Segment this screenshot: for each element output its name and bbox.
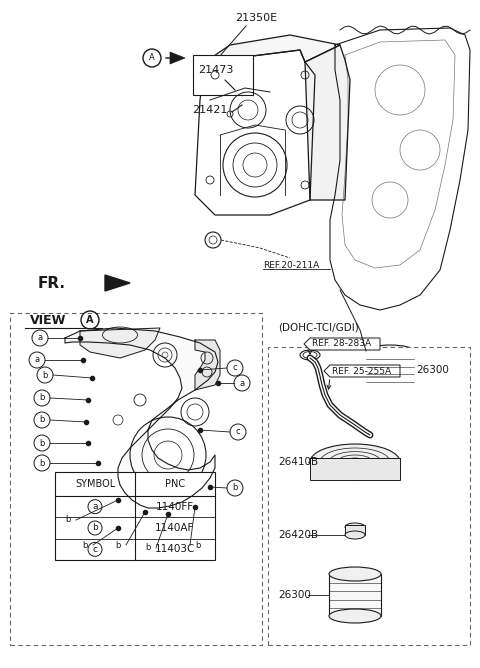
Text: PNC: PNC: [165, 479, 185, 489]
Polygon shape: [170, 52, 185, 64]
Ellipse shape: [366, 383, 414, 395]
Text: b: b: [39, 438, 45, 448]
Text: a: a: [37, 333, 43, 343]
Bar: [193, 55, 253, 95]
Text: b: b: [195, 540, 201, 550]
Ellipse shape: [329, 609, 381, 623]
Text: FR.: FR.: [38, 277, 66, 291]
Ellipse shape: [310, 444, 400, 480]
Bar: [345, 525, 365, 535]
Polygon shape: [324, 365, 400, 377]
Text: REF. 28-283A: REF. 28-283A: [312, 339, 371, 349]
Text: 21473: 21473: [198, 65, 233, 75]
Polygon shape: [305, 45, 350, 200]
Polygon shape: [304, 338, 380, 350]
Text: b: b: [92, 524, 98, 532]
Bar: [329, 574, 381, 616]
Text: a: a: [92, 502, 98, 511]
Ellipse shape: [366, 345, 414, 357]
Bar: [10, 313, 262, 645]
Text: SYMBOL: SYMBOL: [75, 479, 115, 489]
Text: b: b: [39, 458, 45, 468]
Text: (DOHC-TCI/GDI): (DOHC-TCI/GDI): [278, 323, 359, 333]
Text: a: a: [240, 379, 245, 387]
Text: REF.20-211A: REF.20-211A: [263, 261, 319, 271]
Polygon shape: [80, 328, 160, 358]
Text: 11403C: 11403C: [155, 544, 195, 554]
Text: b: b: [115, 540, 120, 550]
Text: 21350E: 21350E: [235, 13, 277, 23]
Text: c: c: [233, 363, 237, 373]
Text: b: b: [232, 484, 238, 492]
Text: 1140FF: 1140FF: [156, 502, 194, 512]
Text: b: b: [82, 540, 88, 550]
Ellipse shape: [345, 531, 365, 539]
Text: a: a: [35, 355, 39, 365]
Polygon shape: [195, 340, 220, 390]
Text: 1140AF: 1140AF: [156, 523, 195, 533]
Polygon shape: [65, 328, 218, 508]
Text: b: b: [145, 544, 151, 552]
Text: A: A: [149, 53, 155, 63]
Text: b: b: [65, 516, 71, 524]
Ellipse shape: [345, 523, 365, 531]
Text: c: c: [93, 545, 97, 554]
Text: REF. 25-255A: REF. 25-255A: [332, 367, 391, 375]
Polygon shape: [105, 275, 130, 291]
Text: 26300: 26300: [278, 590, 311, 600]
Text: 26410B: 26410B: [278, 457, 318, 467]
Text: A: A: [86, 315, 94, 325]
Text: 26420B: 26420B: [278, 530, 318, 540]
Text: 26300: 26300: [416, 365, 449, 375]
Text: c: c: [236, 428, 240, 436]
Bar: [366, 351, 414, 389]
Bar: [55, 472, 215, 560]
Text: b: b: [42, 371, 48, 379]
Text: 21421: 21421: [192, 105, 228, 115]
Bar: [310, 458, 400, 480]
Polygon shape: [205, 35, 340, 62]
Text: b: b: [39, 393, 45, 403]
Text: b: b: [39, 415, 45, 424]
Text: VIEW: VIEW: [30, 313, 66, 327]
Ellipse shape: [329, 567, 381, 581]
Bar: [268, 347, 470, 645]
